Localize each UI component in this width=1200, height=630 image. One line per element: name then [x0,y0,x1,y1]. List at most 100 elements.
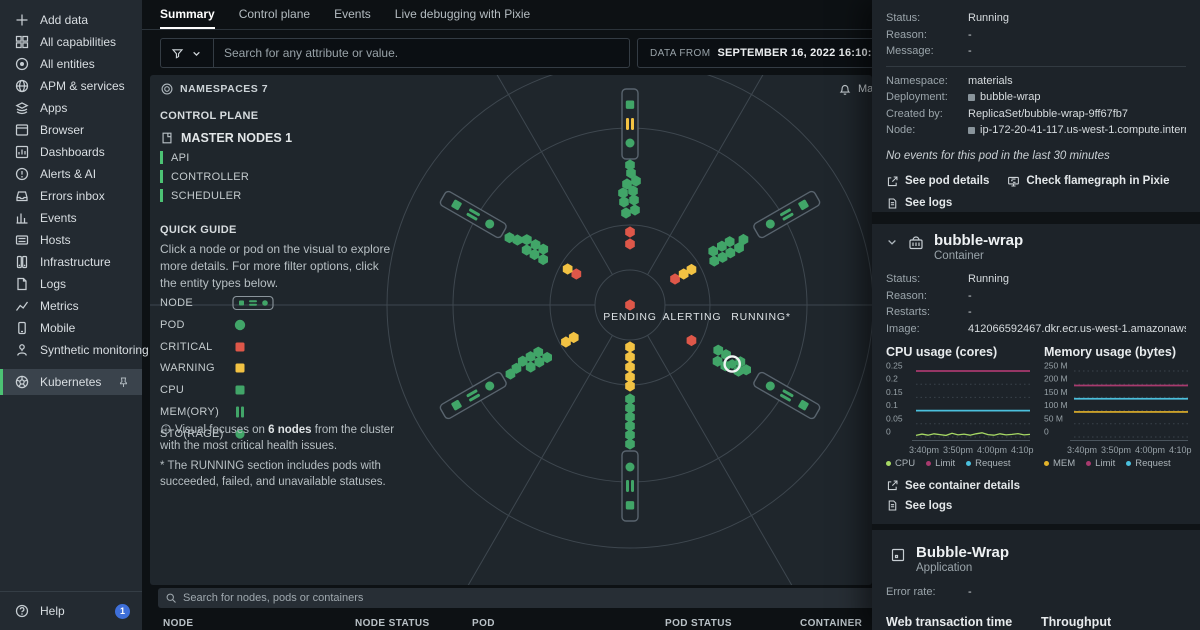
pod[interactable] [734,242,744,254]
column-header-container[interactable]: CONTAINER [800,618,863,629]
node-pill[interactable] [752,371,821,420]
pod[interactable] [625,429,635,441]
legend-warning[interactable]: WARNING [160,360,248,376]
pod[interactable] [538,253,548,266]
pod[interactable] [686,263,697,276]
legend-cpu[interactable]: CPU [160,382,248,398]
pod[interactable] [625,159,635,171]
pod[interactable] [717,251,728,263]
pod[interactable] [733,365,744,377]
pod[interactable] [521,244,532,256]
sidebar-item-metrics[interactable]: Metrics [0,295,142,317]
sidebar-item-browser[interactable]: Browser [0,119,142,141]
attribute-search-input[interactable] [214,46,629,60]
legend-mem[interactable]: MEM [1044,458,1075,469]
pod[interactable] [625,299,635,311]
pod[interactable] [625,361,635,373]
sidebar-item-kubernetes[interactable]: Kubernetes [0,369,142,395]
pod[interactable] [625,371,635,383]
pod[interactable] [525,361,536,373]
legend-request[interactable]: Request [966,458,1011,469]
tab-live-debugging-with-pixie[interactable]: Live debugging with Pixie [394,6,531,21]
column-header-node-status[interactable]: NODE STATUS [355,618,430,629]
pod[interactable] [708,245,719,257]
see-logs-link[interactable]: See logs [886,197,952,210]
legend-mem-ory[interactable]: MEM(ORY) [160,404,248,420]
sidebar-item-add-data[interactable]: Add data [0,9,142,31]
node-pill[interactable] [621,88,639,160]
pod[interactable] [561,336,571,348]
sidebar-item-logs[interactable]: Logs [0,273,142,295]
sidebar-item-infrastructure[interactable]: Infrastructure [0,251,142,273]
pod[interactable] [625,341,635,353]
pod-selected[interactable] [727,359,737,369]
node-pill[interactable] [621,450,639,522]
pod[interactable] [629,194,639,206]
pod[interactable] [724,236,735,248]
master-nodes[interactable]: MASTER NODES 1 [160,131,292,145]
pod[interactable] [625,238,635,250]
pod[interactable] [622,178,632,190]
column-header-pod-status[interactable]: POD STATUS [665,618,732,629]
check-flamegraph-link[interactable]: Check flamegraph in Pixie [1007,175,1170,188]
pod[interactable] [530,239,541,251]
see-pod-details-link[interactable]: See pod details [886,175,989,188]
sidebar-item-mobile[interactable]: Mobile [0,317,142,339]
pod[interactable] [542,351,552,364]
column-header-node[interactable]: NODE [163,618,194,629]
pod[interactable] [505,368,516,380]
legend-critical[interactable]: CRITICAL [160,339,248,355]
see-container-logs-link[interactable]: See logs [886,499,952,512]
sidebar-item-apps[interactable]: Apps [0,97,142,119]
collapse-chevron-icon[interactable] [886,236,898,248]
pod[interactable] [630,204,640,216]
pod[interactable] [625,402,635,414]
legend-cpu[interactable]: CPU [886,458,915,469]
pod[interactable] [512,234,523,246]
pod[interactable] [619,196,629,208]
pod[interactable] [670,273,680,285]
sidebar-item-alerts-ai[interactable]: Alerts & AI [0,163,142,185]
pod[interactable] [625,380,635,392]
node-pill[interactable] [439,190,508,239]
namespaces-toggle[interactable]: NAMESPACES 7 [160,82,268,96]
pod[interactable] [712,355,723,367]
pod[interactable] [504,232,515,244]
maximize-button[interactable]: Maximize [838,82,872,96]
pod[interactable] [631,175,641,187]
legend-pod[interactable]: POD [160,317,248,333]
pod[interactable] [686,334,697,347]
sidebar-item-synthetic-monitoring[interactable]: Synthetic monitoring [0,339,149,361]
sidebar-item-dashboards[interactable]: Dashboards [0,141,142,163]
legend-request[interactable]: Request [1126,458,1171,469]
pod[interactable] [533,346,544,358]
pod[interactable] [738,233,749,246]
sidebar-item-events[interactable]: Events [0,207,142,229]
tab-control-plane[interactable]: Control plane [238,6,311,21]
pod[interactable] [538,243,549,255]
pod[interactable] [517,355,528,367]
pod[interactable] [725,247,736,259]
filter-menu[interactable] [161,47,213,60]
sidebar-item-all-capabilities[interactable]: All capabilities [0,31,142,53]
pin-icon[interactable] [117,376,130,389]
sidebar-item-apm-services[interactable]: APM & services [0,75,142,97]
sidebar-item-hosts[interactable]: Hosts [0,229,142,251]
sidebar-item-all-entities[interactable]: All entities [0,53,142,75]
pod[interactable] [626,167,636,179]
pod[interactable] [741,364,751,376]
pod[interactable] [529,248,540,261]
pod[interactable] [625,438,635,450]
pod[interactable] [713,344,724,356]
attribute-filter-bar[interactable] [160,38,630,68]
legend-limit[interactable]: Limit [1086,458,1115,469]
pod[interactable] [618,187,628,199]
pod[interactable] [628,185,638,197]
pod[interactable] [568,331,579,344]
pod[interactable] [571,268,582,280]
column-header-pod[interactable]: POD [472,618,495,629]
legend-sto-rage[interactable]: STO(RAGE) [160,426,248,442]
pod[interactable] [709,255,720,267]
sidebar-item-errors-inbox[interactable]: Errors inbox [0,185,142,207]
legend-limit[interactable]: Limit [926,458,955,469]
